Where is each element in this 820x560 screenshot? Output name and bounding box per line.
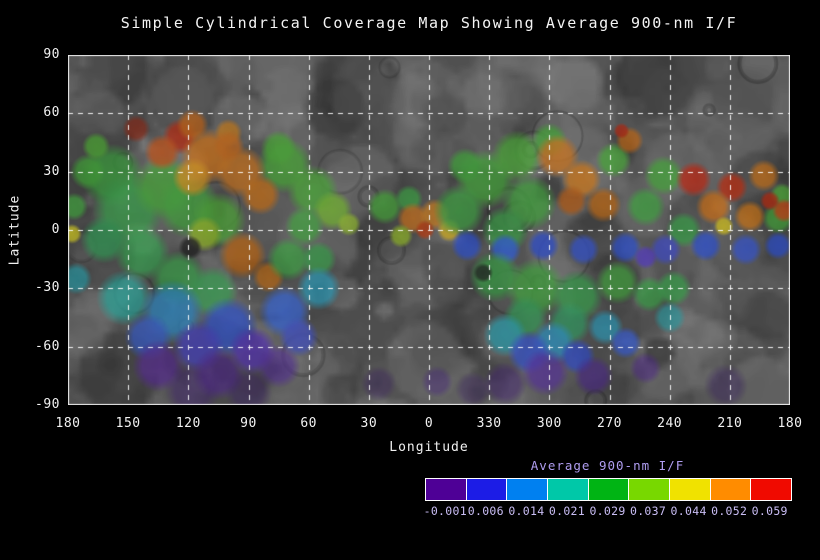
colorbar-tick-label: 0.006 xyxy=(467,504,504,518)
colorbar-segment xyxy=(588,479,630,500)
y-tick-label: 30 xyxy=(43,163,60,179)
figure-title: Simple Cylindrical Coverage Map Showing … xyxy=(120,14,738,32)
x-tick-label: 300 xyxy=(536,416,562,431)
colorbar-tick-label: 0.044 xyxy=(670,504,707,518)
colorbar-tick-label: 0.059 xyxy=(751,504,788,518)
colorbar-tick-label: 0.021 xyxy=(548,504,585,518)
x-tick-label: 60 xyxy=(300,416,317,431)
colorbar-segment xyxy=(710,479,752,500)
x-axis-title: Longitude xyxy=(389,440,469,455)
x-tick-label: 30 xyxy=(360,416,378,431)
colorbar-tick-label: -0.001 xyxy=(423,504,467,518)
colorbar xyxy=(425,478,792,501)
y-tick-label: -60 xyxy=(35,338,60,354)
coverage-map-canvas xyxy=(68,55,790,405)
y-tick-label: 0 xyxy=(51,222,60,237)
y-tick-label: 60 xyxy=(43,105,60,121)
colorbar-tick-label: 0.014 xyxy=(508,504,545,518)
colorbar-title: Average 900-nm I/F xyxy=(530,458,685,473)
colorbar-tick-label: 0.037 xyxy=(629,504,667,518)
colorbar-segment xyxy=(548,479,589,500)
colorbar-tick-label: 0.052 xyxy=(711,504,748,518)
colorbar-segment xyxy=(426,479,467,500)
x-tick-label: 330 xyxy=(476,416,502,431)
y-tick-label: -90 xyxy=(35,397,60,412)
x-tick-label: 240 xyxy=(657,416,683,431)
x-tick-label: 270 xyxy=(597,416,622,431)
colorbar-segment xyxy=(466,479,508,500)
colorbar-tick-label: 0.029 xyxy=(589,504,626,518)
x-tick-label: 180 xyxy=(55,416,81,431)
x-tick-label: 0 xyxy=(424,416,434,431)
x-tick-label: 150 xyxy=(115,416,141,431)
x-tick-label: 120 xyxy=(175,416,201,431)
x-tick-label: 210 xyxy=(717,416,743,431)
colorbar-segment xyxy=(751,479,792,500)
colorbar-segment xyxy=(670,479,711,500)
colorbar-segment xyxy=(629,479,671,500)
x-tick-label: 180 xyxy=(777,416,803,431)
y-tick-label: -30 xyxy=(35,280,60,296)
colorbar-segment xyxy=(507,479,549,500)
x-tick-label: 90 xyxy=(240,416,257,431)
y-tick-label: 90 xyxy=(43,47,60,62)
